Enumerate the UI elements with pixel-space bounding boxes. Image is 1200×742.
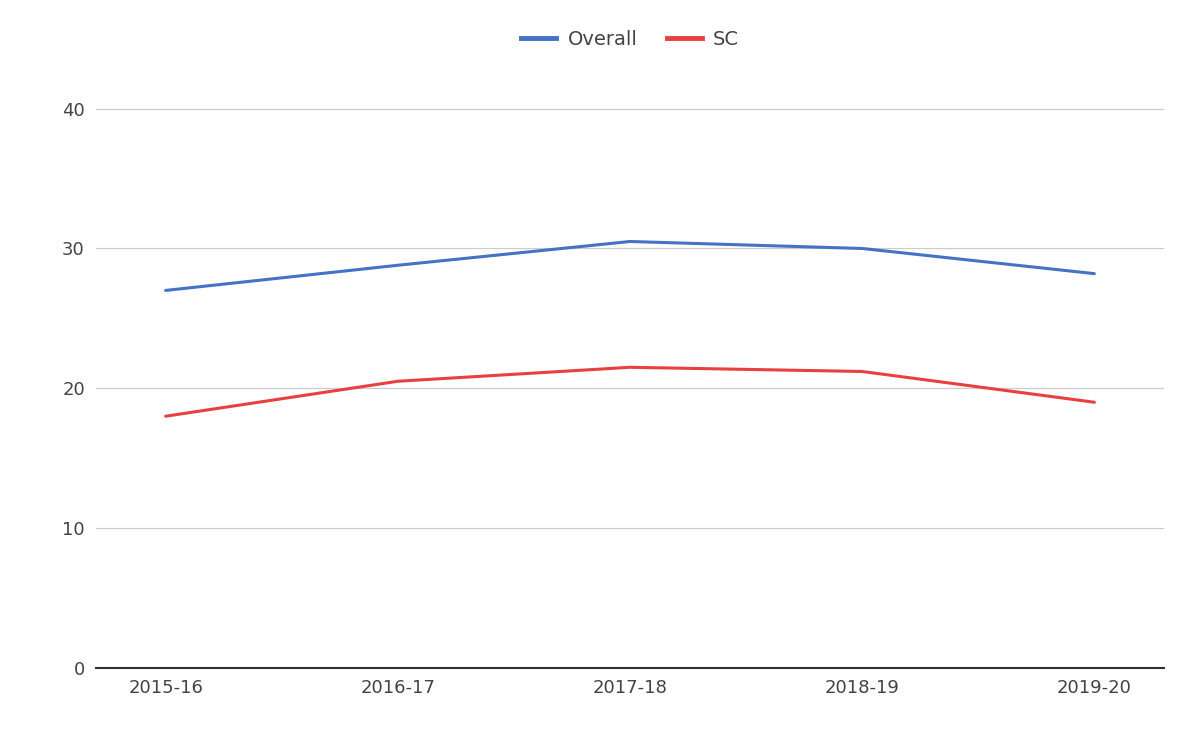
Legend: Overall, SC: Overall, SC — [514, 22, 746, 57]
